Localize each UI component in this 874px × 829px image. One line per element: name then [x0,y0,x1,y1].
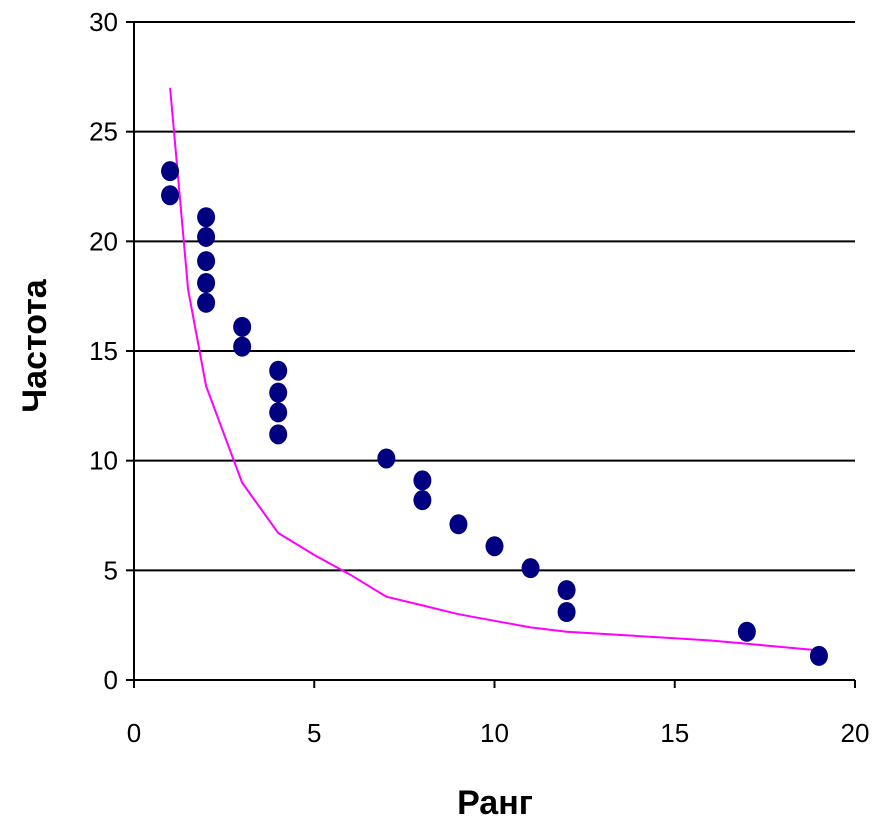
trend-line [169,87,819,652]
y-tick-label: 15 [89,336,118,366]
y-axis-title: Частота [16,278,54,412]
data-point [413,470,432,491]
y-tick-label: 25 [89,117,118,147]
data-point [233,316,252,337]
data-point [197,207,216,228]
y-tick-label: 5 [104,555,118,585]
trend-line-path [169,87,819,652]
data-point [161,161,180,182]
data-point [269,382,288,403]
data-point [521,558,540,579]
data-point [557,580,576,601]
data-point [233,336,252,357]
data-point [197,251,216,272]
data-point [737,621,756,642]
data-points [161,161,828,666]
x-tick-label: 0 [127,718,141,748]
tick-labels: 0 5 10 15 20 25 30 0 5 10 15 20 [89,7,869,748]
x-tick-label: 5 [307,718,321,748]
x-axis-title: Ранг [457,784,533,822]
y-tick-label: 30 [89,7,118,37]
y-tick-label: 20 [89,226,118,256]
data-point [377,448,396,469]
y-tick-label: 10 [89,446,118,476]
data-point [809,645,828,666]
data-point [269,424,288,445]
data-point [197,273,216,294]
data-point [269,360,288,381]
data-point [557,602,576,623]
data-point [161,185,180,206]
x-tick-label: 10 [480,718,509,748]
gridlines [134,21,855,572]
data-point [449,514,468,535]
data-point [269,402,288,423]
x-tick-label: 20 [841,718,870,748]
data-point [413,490,432,511]
data-point [197,226,216,247]
axes [126,21,856,688]
x-tick-label: 15 [660,718,689,748]
data-point [485,536,504,557]
y-tick-label: 0 [104,665,118,695]
data-point [197,292,216,313]
